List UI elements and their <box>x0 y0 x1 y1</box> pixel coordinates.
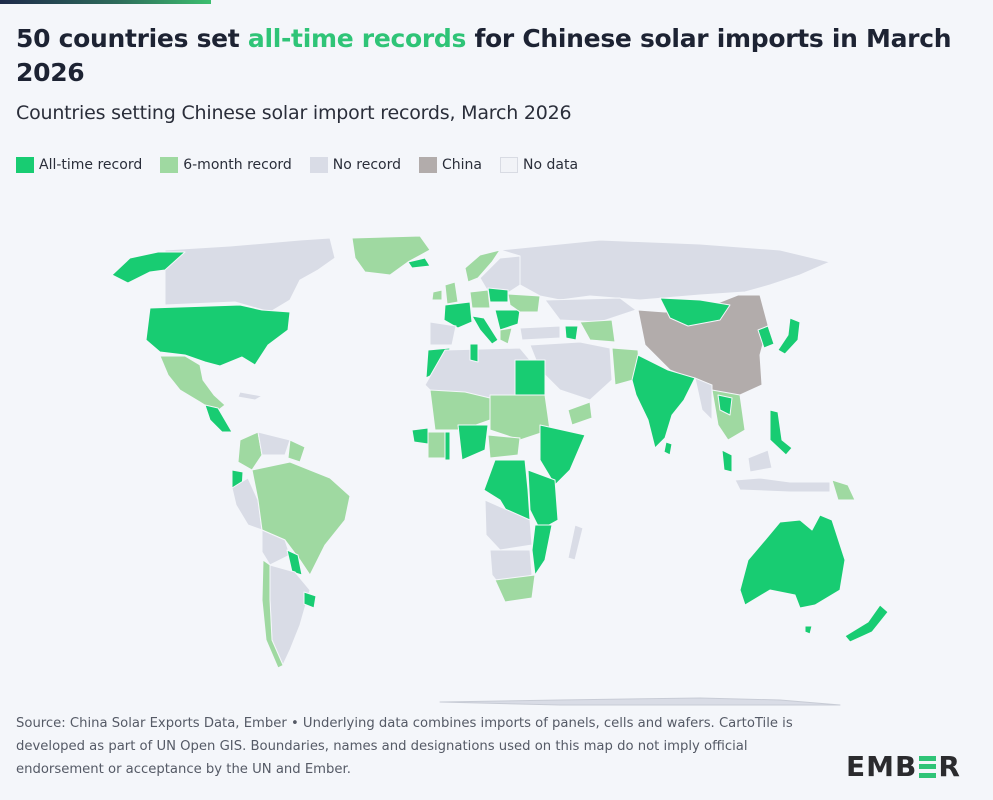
region-azerbaijan <box>564 325 579 341</box>
region-alaska <box>111 251 186 284</box>
legend-label: No record <box>332 157 402 173</box>
region-ireland <box>431 289 443 301</box>
page-subtitle: Countries setting Chinese solar import r… <box>16 102 572 124</box>
legend-label: No data <box>523 157 579 173</box>
region-uruguay <box>303 591 317 609</box>
title-highlight: all-time records <box>247 24 467 53</box>
region-germany <box>469 289 491 309</box>
region-turkey <box>519 325 561 341</box>
region-ukraine <box>507 293 541 313</box>
region-uzbekistan <box>579 319 616 343</box>
region-spain <box>429 321 457 346</box>
region-malaysia <box>721 449 733 473</box>
region-car <box>487 434 521 459</box>
region-france <box>443 301 473 329</box>
region-mongolia <box>659 297 731 327</box>
legend-swatch <box>309 157 328 173</box>
region-balkans <box>494 309 521 331</box>
legend-item-china: China <box>419 157 482 173</box>
logo-text-right: R <box>938 750 961 783</box>
legend-item-no-data: No data <box>500 157 578 173</box>
region-usa <box>145 304 291 367</box>
region-oman <box>567 401 593 426</box>
title-suffix: for Chinese solar imports in March 2026 <box>16 24 952 87</box>
region-brazil <box>251 461 351 576</box>
region-mexico <box>159 355 226 413</box>
region-chad-sudan <box>489 394 551 441</box>
source-footnote: Source: China Solar Exports Data, Ember … <box>16 716 793 777</box>
region-kenya-tanzania <box>527 469 559 531</box>
legend-swatch <box>160 157 179 173</box>
legend-item-all-time: All-time record <box>16 157 142 173</box>
map-legend: All-time record 6-month record No record… <box>16 157 596 173</box>
region-kazakhstan <box>544 297 637 323</box>
legend-label: 6-month record <box>183 157 292 173</box>
region-south-africa <box>494 574 536 603</box>
logo-e-bars-icon <box>919 755 937 778</box>
region-greece <box>499 327 513 345</box>
region-japan <box>777 317 801 355</box>
region-mali-niger <box>429 389 491 431</box>
region-senegal <box>411 427 429 445</box>
region-korea <box>757 325 775 349</box>
region-laos <box>717 394 733 416</box>
region-new-zealand <box>844 604 889 643</box>
region-ethiopia-somalia <box>539 424 586 486</box>
region-togo <box>444 431 451 461</box>
legend-swatch <box>16 157 34 173</box>
region-png <box>831 479 856 501</box>
region-sri-lanka <box>663 441 673 456</box>
region-myanmar <box>694 377 713 421</box>
region-russia <box>499 239 831 301</box>
region-antarctica <box>439 697 841 706</box>
legend-item-6-month: 6-month record <box>160 157 292 173</box>
region-venezuela <box>257 431 291 456</box>
region-italy <box>471 315 499 345</box>
region-philippines <box>769 409 793 456</box>
page-title: 50 countries set all-time records for Ch… <box>16 22 966 90</box>
region-paraguay <box>286 549 303 576</box>
region-angola-zambia <box>484 499 533 551</box>
region-borneo <box>747 449 773 473</box>
region-colombia <box>237 431 263 471</box>
legend-item-no-record: No record <box>309 157 402 173</box>
region-ghana <box>427 431 446 459</box>
region-poland <box>487 287 509 303</box>
title-prefix: 50 countries set <box>16 24 248 53</box>
region-tunisia <box>469 343 479 363</box>
region-australia <box>739 514 846 609</box>
legend-label: All-time record <box>39 157 143 173</box>
region-guyana <box>287 439 306 463</box>
region-tasmania <box>804 625 813 635</box>
top-accent-bar <box>0 0 211 4</box>
region-greenland <box>351 235 431 276</box>
region-indonesia <box>734 477 831 493</box>
region-central-america <box>204 404 233 433</box>
world-map <box>111 235 889 706</box>
region-india <box>631 354 696 449</box>
legend-swatch <box>419 157 438 173</box>
region-norway <box>464 249 501 283</box>
region-nigeria <box>457 424 489 461</box>
logo-text-left: EMB <box>846 750 918 783</box>
region-bolivia <box>261 529 291 566</box>
region-egypt <box>514 359 546 396</box>
legend-label: China <box>442 157 483 173</box>
region-mozambique <box>531 524 553 576</box>
legend-swatch <box>500 157 519 173</box>
region-chile <box>261 559 291 669</box>
region-madagascar <box>567 524 584 561</box>
region-iceland <box>407 257 431 269</box>
region-uk <box>444 281 459 305</box>
ember-logo: EMB R <box>846 750 961 783</box>
region-cuba <box>237 391 263 401</box>
region-canada <box>164 237 336 313</box>
